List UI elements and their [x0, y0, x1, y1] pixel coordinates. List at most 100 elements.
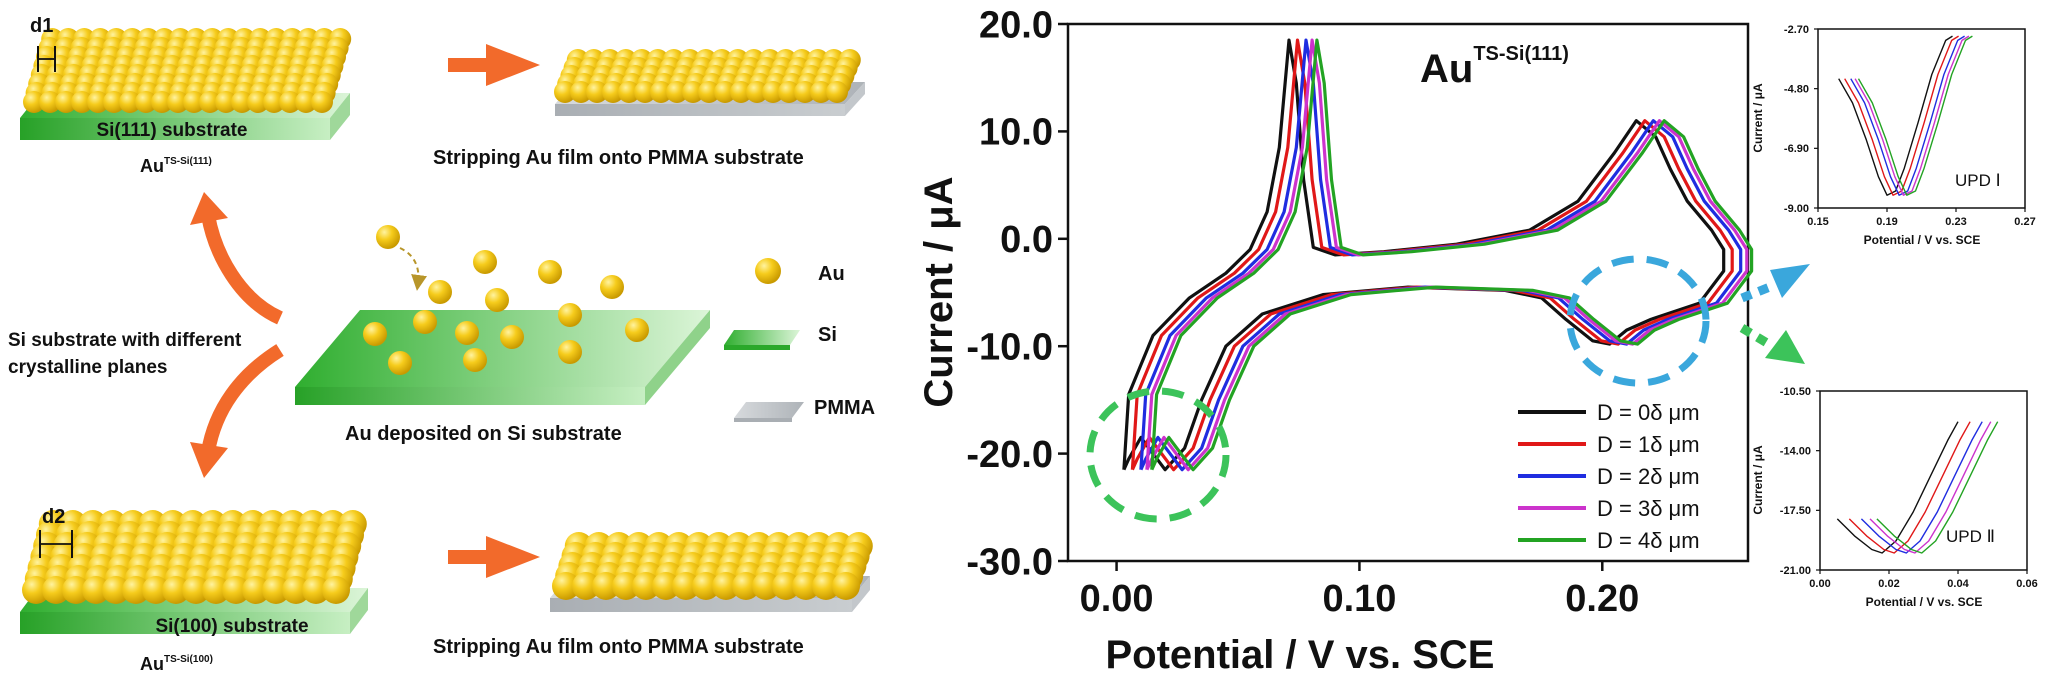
- x-tick-label: 0.06: [2016, 578, 2037, 590]
- inset2-series: [1836, 421, 1999, 554]
- y-tick-label: -6.90: [1784, 143, 1809, 155]
- au-atom: [55, 91, 77, 113]
- au-atom: [570, 81, 592, 103]
- y-tick-label: -14.00: [1780, 446, 1811, 458]
- au-atom: [428, 280, 452, 304]
- y-tick-label: 20.0: [979, 4, 1053, 46]
- au-atom: [762, 81, 784, 103]
- au-film-stripped-top: [554, 49, 861, 103]
- au-atom: [746, 81, 768, 103]
- y-tick-label: -10.50: [1780, 386, 1811, 398]
- au-atom: [832, 572, 860, 600]
- au-atom: [103, 91, 125, 113]
- au-atom: [22, 576, 50, 604]
- au-atom: [295, 91, 317, 113]
- inset2-x-axis-label: Potential / V vs. SCE: [1866, 595, 1983, 609]
- x-tick-label: 0.20: [1565, 578, 1639, 620]
- y-tick-label: -9.00: [1784, 203, 1809, 215]
- au-atom: [62, 576, 90, 604]
- legend-entry: D = 0δ μm: [1597, 400, 1700, 425]
- si100-label: Si(100) substrate: [155, 616, 308, 637]
- schematic-diagram: Si(111) substrate d1 AuTS-Si(111) Stripp…: [8, 15, 875, 674]
- au-atom: [554, 81, 576, 103]
- au-atom: [322, 576, 350, 604]
- series-line-3: [1869, 421, 1992, 554]
- y-tick-label: -20.0: [966, 434, 1053, 476]
- au-atom: [167, 91, 189, 113]
- legend-entry: D = 1δ μm: [1597, 432, 1700, 457]
- au-atom: [634, 81, 656, 103]
- au-atom: [302, 576, 330, 604]
- y-tick-label: -10.0: [966, 327, 1053, 369]
- arrow-to-upd2: [1739, 324, 1805, 364]
- series-line-4: [1857, 35, 1973, 196]
- au-atom: [698, 81, 720, 103]
- au-atom: [222, 576, 250, 604]
- au-atom: [102, 576, 130, 604]
- inset1-x-axis-label: Potential / V vs. SCE: [1864, 233, 1981, 247]
- au-atom: [122, 576, 150, 604]
- d2-marker: [39, 530, 73, 558]
- au-atom: [247, 91, 269, 113]
- strip-bottom-label: Stripping Au film onto PMMA substrate: [433, 636, 804, 658]
- x-tick-label: 0.23: [1945, 216, 1966, 228]
- au-atom: [183, 91, 205, 113]
- arrow-strip-bottom: [448, 536, 540, 578]
- strip-top-label: Stripping Au film onto PMMA substrate: [433, 147, 804, 169]
- main-y-axis: 20.0 10.0 0.0 -10.0 -20.0 -30.0: [966, 4, 1068, 583]
- x-tick-label: 0.04: [1947, 578, 1969, 590]
- x-tick-label: 0.00: [1809, 578, 1830, 590]
- au-ts-100-label: AuTS-Si(100): [140, 654, 213, 674]
- series-line-4: [1876, 421, 1999, 554]
- legend-entry: D = 3δ μm: [1597, 496, 1700, 521]
- au-atom: [612, 572, 640, 600]
- inset1-label: UPD Ⅰ: [1955, 171, 2001, 190]
- arrow-strip-top: [448, 44, 540, 86]
- d1-marker: [37, 46, 56, 72]
- au-atom: [625, 318, 649, 342]
- series-line-3: [1854, 35, 1970, 196]
- au-atom: [650, 81, 672, 103]
- au-atom: [652, 572, 680, 600]
- au-atom: [202, 576, 230, 604]
- series-line-2: [1850, 35, 1965, 196]
- inset1-frame: [1817, 28, 2026, 209]
- inset1-series: [1838, 35, 1973, 196]
- au-atom: [263, 91, 285, 113]
- legend-au-label: Au: [818, 263, 845, 285]
- au-atom: [666, 81, 688, 103]
- material-legend: Au Si PMMA: [724, 258, 875, 422]
- x-tick-label: 0.27: [2014, 216, 2035, 228]
- au-atom: [199, 91, 221, 113]
- au-atom: [714, 81, 736, 103]
- au-ts-111-label: AuTS-Si(111): [140, 156, 212, 176]
- au-atom: [242, 576, 270, 604]
- x-tick-label: 0.10: [1322, 578, 1396, 620]
- au-atom: [558, 340, 582, 364]
- pmma-legend-icon: [734, 402, 804, 422]
- upd2-highlight-circle: [1086, 387, 1230, 523]
- au-atom: [151, 91, 173, 113]
- main-x-axis: 0.00 0.10 0.20: [1080, 561, 1639, 620]
- inset1-y-axis-label: Current / μA: [1751, 83, 1765, 153]
- au-atom: [792, 572, 820, 600]
- series-line-1: [1130, 38, 1734, 472]
- legend-si-label: Si: [818, 324, 837, 346]
- inset2-y-axis-label: Current / μA: [1751, 445, 1765, 515]
- inset2-frame: [1819, 390, 2028, 571]
- upd1-highlight-circle: [1566, 255, 1710, 387]
- upd1-inset-chart: -2.70 -4.80 -6.90 -9.00 0.15 0.19 0.23 0.27 UP…: [1751, 24, 2036, 247]
- au-film-stripped-bottom: [552, 532, 873, 600]
- au-film-100: [22, 510, 367, 604]
- au-atom: [388, 351, 412, 375]
- au-atom: [311, 91, 333, 113]
- au-atom: [463, 348, 487, 372]
- series-line-0: [1122, 38, 1726, 472]
- y-tick-label: -30.0: [966, 541, 1053, 583]
- main-x-axis-label: Potential / V vs. SCE: [1105, 633, 1494, 677]
- y-tick-label: 10.0: [979, 112, 1053, 154]
- au-atom: [778, 81, 800, 103]
- au-atom: [282, 576, 310, 604]
- legend-entry: D = 2δ μm: [1597, 464, 1700, 489]
